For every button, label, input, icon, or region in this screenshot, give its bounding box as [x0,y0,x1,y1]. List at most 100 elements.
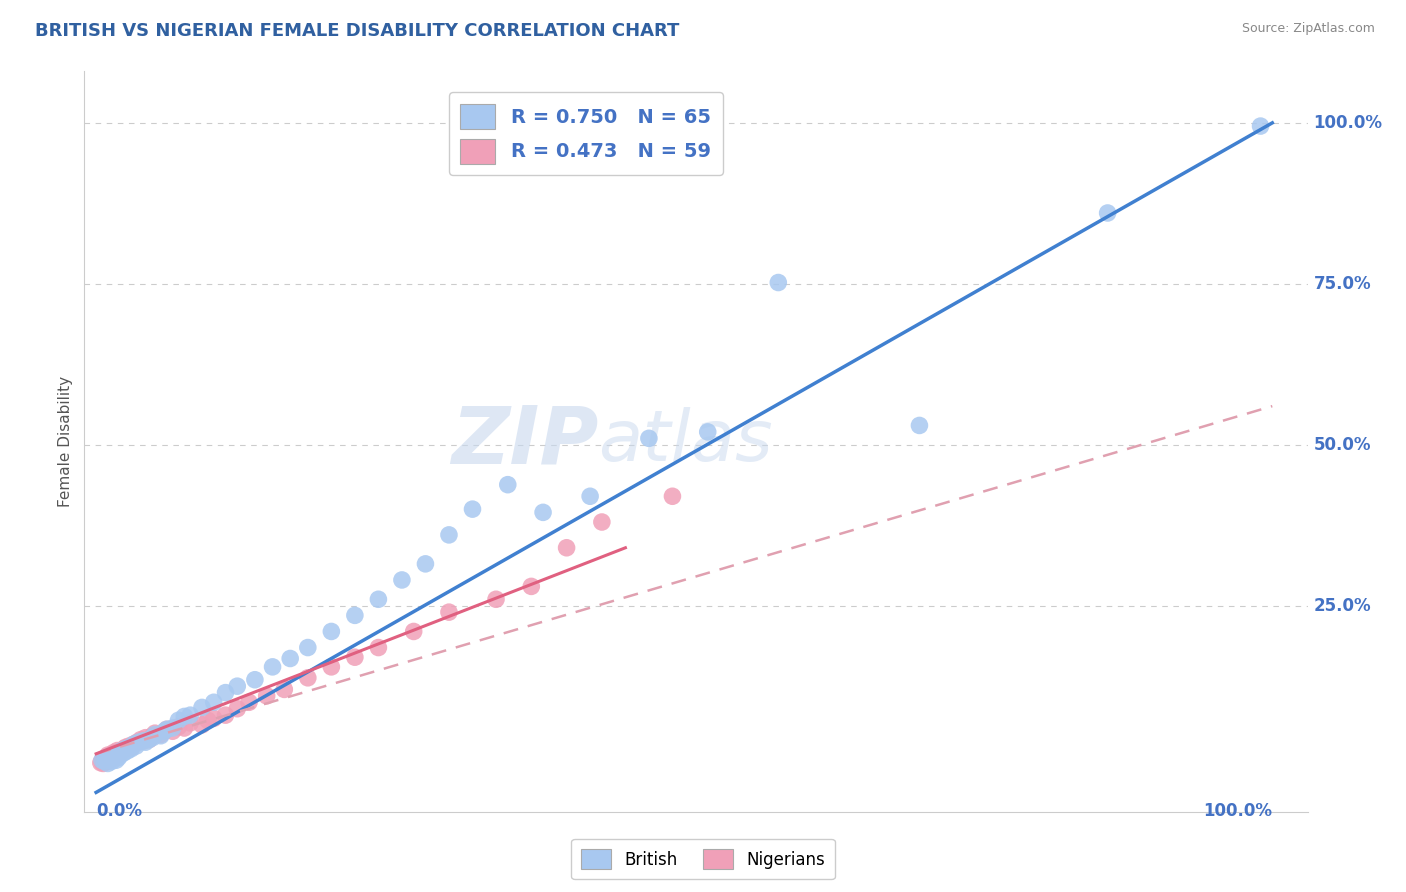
Point [118,740,141,755]
Point [115,741,138,756]
Point [179,708,201,723]
Point [91,753,114,767]
Point [91,755,114,769]
Point [496,477,519,491]
Point [226,679,249,693]
Point [297,671,319,685]
Point [108,747,131,761]
Point [129,732,152,747]
Point [520,579,543,593]
Point [132,734,155,748]
Point [173,721,195,735]
Point [297,640,319,655]
Point [105,743,128,757]
Point [104,749,127,764]
Point [661,489,683,503]
Point [143,727,166,741]
Point [105,747,128,761]
Point [167,714,190,728]
Point [138,732,160,747]
Point [115,743,138,757]
Point [107,750,129,764]
Point [256,689,278,703]
Point [343,608,366,623]
Text: BRITISH VS NIGERIAN FEMALE DISABILITY CORRELATION CHART: BRITISH VS NIGERIAN FEMALE DISABILITY CO… [35,22,679,40]
Point [179,715,201,730]
Point [117,743,139,757]
Text: Source: ZipAtlas.com: Source: ZipAtlas.com [1241,22,1375,36]
Point [93,753,115,767]
Point [402,624,425,639]
Point [485,592,508,607]
Point [391,573,413,587]
Point [156,723,179,737]
Point [173,709,195,723]
Point [90,756,112,770]
Point [243,673,266,687]
Point [111,747,134,761]
Point [105,753,128,767]
Point [127,735,149,749]
Point [97,756,120,771]
Point [1097,206,1119,220]
Point [321,660,343,674]
Point [138,732,160,747]
Point [118,739,141,753]
Point [262,660,284,674]
Point [149,729,172,743]
Point [107,746,129,760]
Point [112,746,135,760]
Point [122,737,145,751]
Point [111,743,134,757]
Point [142,731,165,745]
Point [132,734,155,748]
Point [98,753,121,767]
Point [461,502,484,516]
Point [120,741,142,756]
Text: 0.0%: 0.0% [96,802,142,820]
Point [143,726,166,740]
Point [98,749,121,764]
Point [111,743,134,757]
Text: atlas: atlas [598,407,773,476]
Point [105,750,128,764]
Point [579,489,602,503]
Point [94,752,117,766]
Point [214,685,236,699]
Point [191,718,214,732]
Point [108,747,131,762]
Point [202,711,225,725]
Point [142,729,165,743]
Point [101,747,124,762]
Point [100,755,122,769]
Point [101,750,124,764]
Text: 25.0%: 25.0% [1313,597,1371,615]
Point [214,708,236,723]
Point [97,750,120,764]
Point [100,752,122,766]
Point [135,735,157,749]
Point [162,724,184,739]
Y-axis label: Female Disability: Female Disability [58,376,73,508]
Text: 75.0%: 75.0% [1313,275,1371,293]
Point [202,695,225,709]
Point [555,541,578,555]
Point [149,727,172,741]
Point [98,753,121,767]
Point [114,740,136,755]
Point [437,605,460,619]
Point [1250,119,1272,133]
Point [91,756,114,771]
Point [238,695,260,709]
Point [226,702,249,716]
Point [191,700,214,714]
Legend: British, Nigerians: British, Nigerians [571,838,835,880]
Point [638,431,661,445]
Point [437,528,460,542]
Point [127,735,149,749]
Text: 50.0%: 50.0% [1313,436,1371,454]
Point [278,651,301,665]
Point [103,747,125,762]
Point [105,747,128,761]
Point [321,624,343,639]
